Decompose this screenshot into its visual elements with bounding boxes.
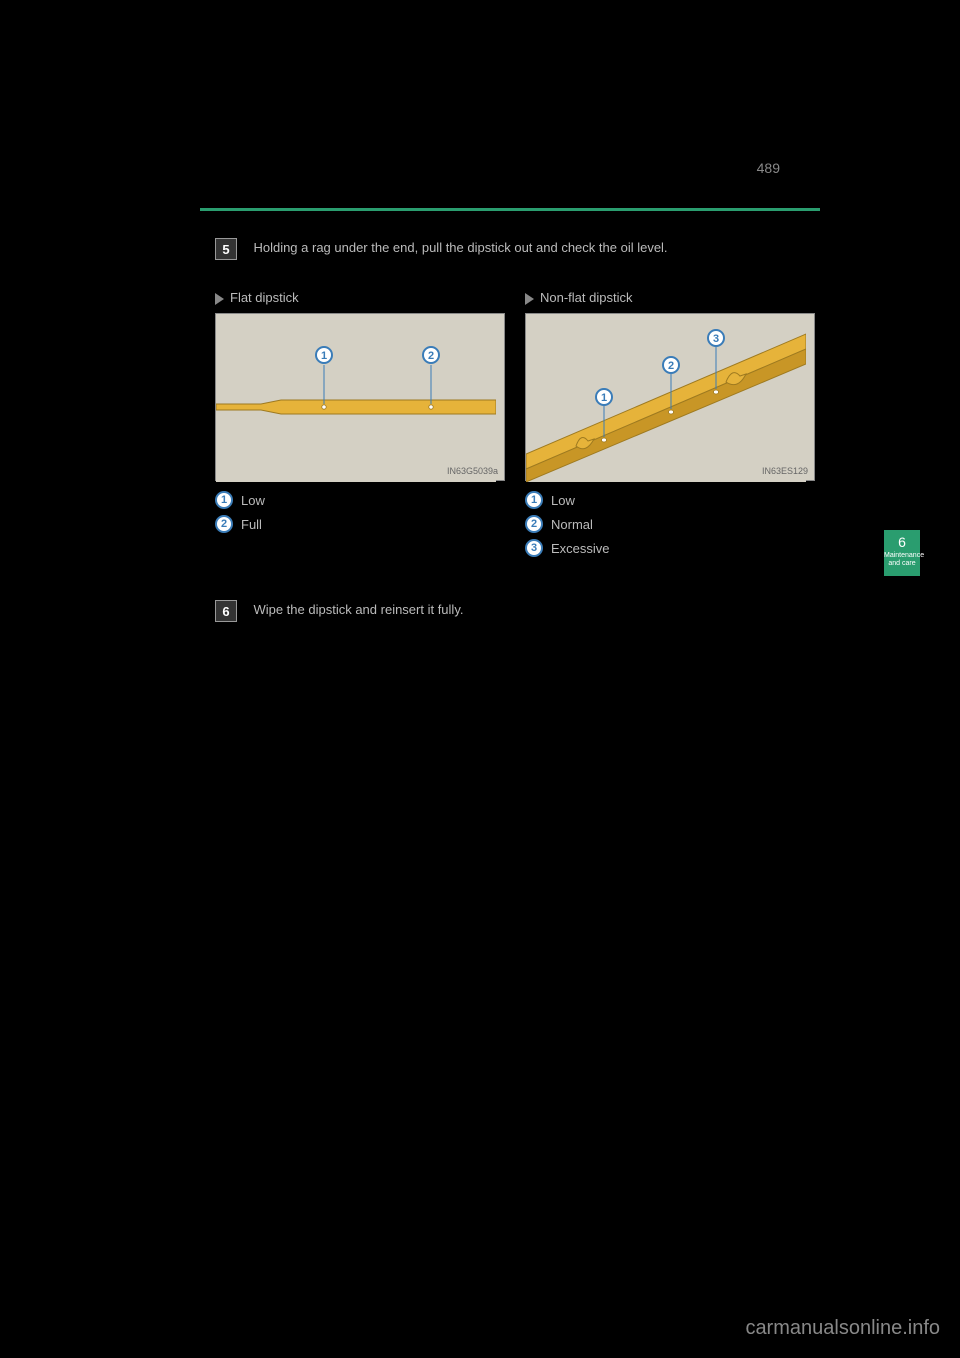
nonflat-header: Non-flat dipstick (525, 290, 815, 305)
nonflat-dipstick-diagram: 1 2 3 IN63ES129 (525, 313, 815, 481)
arrow-icon (215, 293, 224, 305)
flat-dipstick-svg (216, 314, 496, 482)
callout-2: 2 (662, 356, 680, 374)
legend-row: 1 Low (215, 491, 505, 509)
legend-text-normal: Normal (551, 517, 593, 532)
legend-num-2: 2 (215, 515, 233, 533)
chapter-tab: 6 Maintenance and care (884, 530, 920, 576)
legend-text-low: Low (241, 493, 265, 508)
legend-row: 2 Normal (525, 515, 815, 533)
callout-3: 3 (707, 329, 725, 347)
callout-1: 1 (595, 388, 613, 406)
arrow-icon (525, 293, 534, 305)
step-5-row: 5 Holding a rag under the end, pull the … (215, 238, 815, 260)
nonflat-legend: 1 Low 2 Normal 3 Excessive (525, 491, 815, 557)
legend-text-low: Low (551, 493, 575, 508)
legend-row: 3 Excessive (525, 539, 815, 557)
legend-num-1: 1 (525, 491, 543, 509)
legend-row: 1 Low (525, 491, 815, 509)
nonflat-dipstick-column: Non-flat dipstick (525, 290, 815, 563)
flat-header: Flat dipstick (215, 290, 505, 305)
flat-legend: 1 Low 2 Full (215, 491, 505, 533)
diagram-ref-a: IN63G5039a (447, 466, 498, 476)
header-divider (200, 208, 820, 211)
watermark: carmanualsonline.info (745, 1317, 940, 1340)
flat-header-text: Flat dipstick (230, 290, 299, 305)
legend-num-3: 3 (525, 539, 543, 557)
callout-1: 1 (315, 346, 333, 364)
step-6-text: Wipe the dipstick and reinsert it fully. (253, 600, 813, 620)
dipstick-columns: Flat dipstick 1 2 IN63G5039a (215, 290, 815, 563)
step-6-row: 6 Wipe the dipstick and reinsert it full… (215, 600, 815, 622)
legend-num-1: 1 (215, 491, 233, 509)
nonflat-dipstick-svg (526, 314, 806, 482)
step-5-text: Holding a rag under the end, pull the di… (253, 238, 813, 258)
legend-row: 2 Full (215, 515, 505, 533)
callout-2: 2 (422, 346, 440, 364)
chapter-number: 6 (884, 534, 920, 550)
manual-page: 489 5 Holding a rag under the end, pull … (140, 140, 820, 1120)
legend-num-2: 2 (525, 515, 543, 533)
nonflat-header-text: Non-flat dipstick (540, 290, 632, 305)
flat-dipstick-diagram: 1 2 IN63G5039a (215, 313, 505, 481)
page-number: 489 (757, 160, 780, 176)
flat-dipstick-column: Flat dipstick 1 2 IN63G5039a (215, 290, 505, 563)
step-number-5: 5 (215, 238, 237, 260)
legend-text-excessive: Excessive (551, 541, 610, 556)
diagram-ref-b: IN63ES129 (762, 466, 808, 476)
step-number-6: 6 (215, 600, 237, 622)
chapter-label: Maintenance and care (884, 552, 920, 567)
legend-text-full: Full (241, 517, 262, 532)
